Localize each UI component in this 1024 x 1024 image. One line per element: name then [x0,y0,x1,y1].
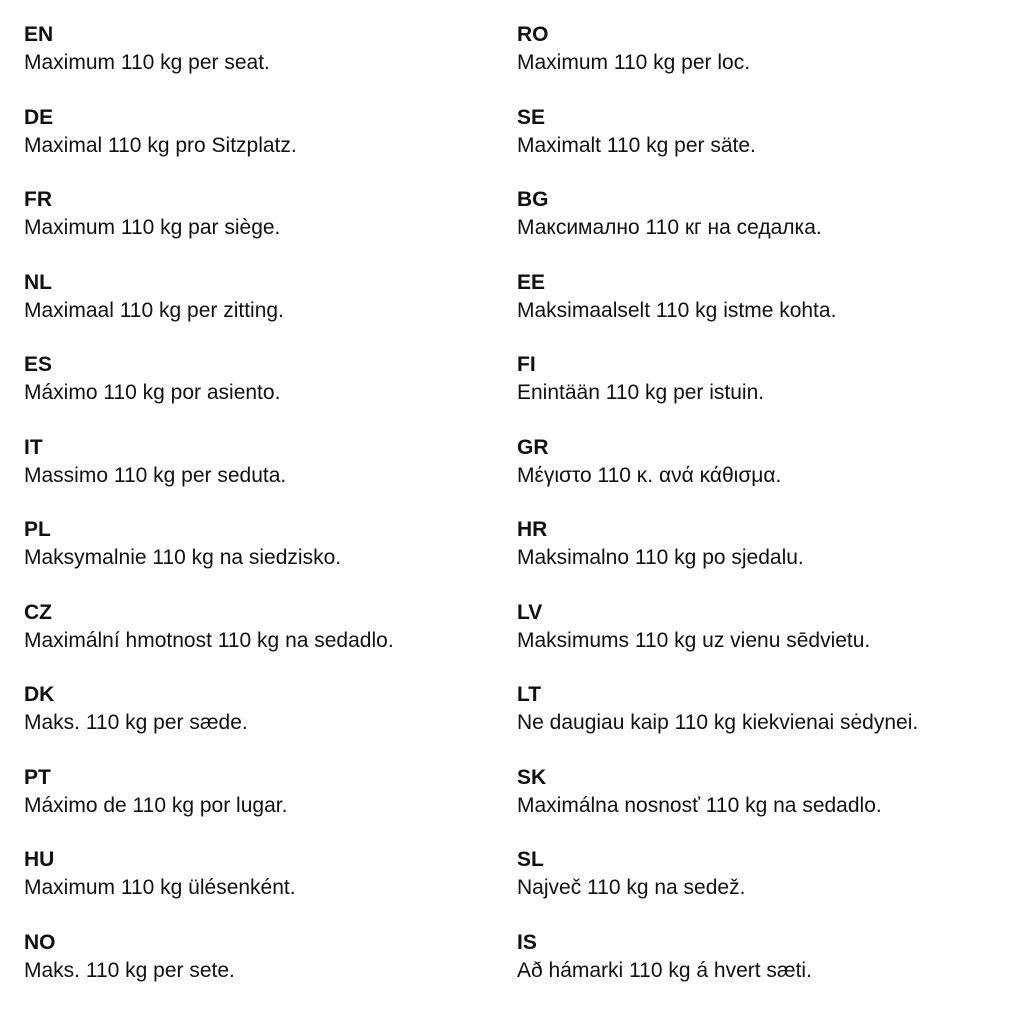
weight-limit-text: Максимално 110 кг на седалка. [517,216,822,239]
language-entry: LT Ne daugiau kaip 110 kg kiekvienai sėdy… [517,681,918,764]
language-code: EN [24,23,54,46]
weight-limit-text: Maximálna nosnosť 110 kg na sedadlo. [517,793,882,817]
weight-limit-text: Maksimalno 110 kg po sjedalu. [517,546,804,569]
language-entry: IS Að hámarki 110 kg á hvert sæti. [517,929,918,1012]
language-entry: DE Maximal 110 kg pro Sitzplatz. [24,104,394,187]
left-column: EN Maximum 110 kg per seat. DE Maximal 110 … [24,21,394,1011]
language-code: LT [517,683,542,706]
language-entry: PT Máximo de 110 kg por lugar. [24,764,394,847]
right-column: RO Maximum 110 kg per loc. SE Maximalt 110 … [517,21,918,1011]
language-code: SE [517,105,546,129]
language-code: CZ [24,600,52,624]
language-entry: SK Maximálna nosnosť 110 kg na sedadlo. [517,764,918,847]
weight-limit-text: Μέγιστο 110 κ. ανά κάθισμα. [517,463,782,487]
language-entry: FR Maximum 110 kg par siège. [24,186,394,269]
language-code: FI [517,353,536,376]
language-entry: NO Maks. 110 kg per sete. [24,929,394,1012]
language-entry: HR Maksimalno 110 kg po sjedalu. [517,516,918,599]
weight-limit-text: Máximo de 110 kg por lugar. [24,793,288,817]
weight-limit-text: Maksymalnie 110 kg na siedzisko. [24,546,342,569]
language-code: FR [24,188,52,211]
language-entry: SE Maximalt 110 kg per säte. [517,104,918,187]
weight-limit-text: Enintään 110 kg per istuin. [517,381,765,404]
weight-limit-text: Maks. 110 kg per sæde. [24,711,248,734]
language-entry: ES Máximo 110 kg por asiento. [24,351,394,434]
language-code: IT [24,435,43,459]
language-entry: RO Maximum 110 kg per loc. [517,21,918,104]
language-entry: DK Maks. 110 kg per sæde. [24,681,394,764]
weight-limit-text: Máximo 110 kg por asiento. [24,381,281,404]
language-code: SK [517,765,547,789]
language-code: NL [24,270,52,294]
weight-limit-text: Maksimums 110 kg uz vienu sēdvietu. [517,628,871,652]
language-code: RO [517,23,549,46]
language-code: ES [24,353,53,376]
weight-limit-text: Maximální hmotnost 110 kg na sedadlo. [24,628,394,652]
language-code: HU [24,848,55,871]
language-entry: FI Enintään 110 kg per istuin. [517,351,918,434]
language-code: LV [517,600,543,624]
language-code: IS [517,930,537,954]
language-entry: IT Massimo 110 kg per seduta. [24,434,394,517]
language-entry: SL Največ 110 kg na sedež. [517,846,918,929]
weight-limit-text: Maximum 110 kg par siège. [24,216,281,239]
weight-limit-text: Največ 110 kg na sedež. [517,876,746,899]
language-entry: PL Maksymalnie 110 kg na siedzisko. [24,516,394,599]
language-entry: EN Maximum 110 kg per seat. [24,21,394,104]
weight-limit-text: Maximum 110 kg ülésenként. [24,876,296,899]
weight-limit-text: Maks. 110 kg per sete. [24,958,235,982]
weight-limit-text: Maximaal 110 kg per zitting. [24,298,284,322]
language-code: PT [24,765,51,789]
language-entry: EE Maksimaalselt 110 kg istme kohta. [517,269,918,352]
weight-limit-text: Maximum 110 kg per loc. [517,51,751,74]
language-code: GR [517,435,549,459]
language-entry: BG Максимално 110 кг на седалка. [517,186,918,269]
weight-limit-text: Maximal 110 kg pro Sitzplatz. [24,133,297,157]
language-code: EE [517,270,546,294]
language-entry: HU Maximum 110 kg ülésenként. [24,846,394,929]
language-entry: LV Maksimums 110 kg uz vienu sēdvietu. [517,599,918,682]
language-code: HR [517,518,548,541]
weight-limit-text: Maximum 110 kg per seat. [24,51,270,74]
weight-limit-text: Maksimaalselt 110 kg istme kohta. [517,298,837,322]
weight-limit-text: Maximalt 110 kg per säte. [517,133,756,157]
language-code: DK [24,683,55,706]
weight-limit-text: Ne daugiau kaip 110 kg kiekvienai sėdyne… [517,711,919,734]
weight-limit-text: Að hámarki 110 kg á hvert sæti. [517,958,812,982]
language-entry: CZ Maximální hmotnost 110 kg na sedadlo. [24,599,394,682]
weight-limit-text: Massimo 110 kg per seduta. [24,463,287,487]
language-code: DE [24,105,54,129]
language-code: BG [517,188,549,211]
language-code: NO [24,930,56,954]
language-code: PL [24,518,51,541]
language-entry: GR Μέγιστο 110 κ. ανά κάθισμα. [517,434,918,517]
language-entry: NL Maximaal 110 kg per zitting. [24,269,394,352]
language-code: SL [517,848,544,871]
